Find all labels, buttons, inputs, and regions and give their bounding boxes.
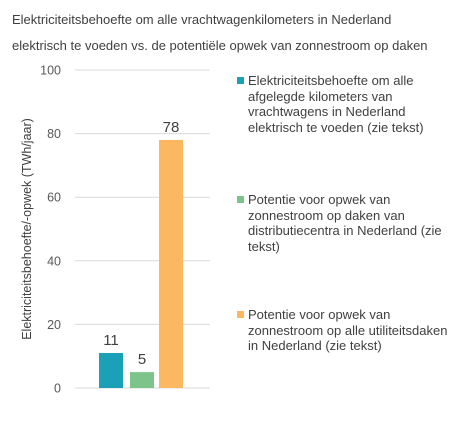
legend-label-distribution-centres: Potentie voor opwek van zonnestroom op d… <box>248 192 442 254</box>
y-tick-label-0: 0 <box>54 382 61 396</box>
y-axis-label: Elektriciteitsbehoefte/-opwek (TWh/jaar) <box>20 118 34 340</box>
bar-3 <box>159 139 183 388</box>
legend-swatch-utility-roofs <box>237 311 244 318</box>
chart-title-line-2: elektrisch te voeden vs. de potentiële o… <box>12 38 428 53</box>
legend-swatch-demand <box>237 77 244 84</box>
legend-swatch-distribution-centres <box>237 196 244 203</box>
chart-title-line-1: Elektriciteitsbehoefte om alle vrachtwag… <box>12 12 392 27</box>
bars <box>99 139 183 388</box>
data-labels: 11 5 78 <box>103 119 179 368</box>
data-label-1: 11 <box>103 332 119 349</box>
gridlines <box>75 69 210 389</box>
y-tick-label-40: 40 <box>47 254 61 268</box>
data-label-3: 78 <box>163 119 180 136</box>
legend-label-utility-roofs: Potentie voor opwek van zonnestroom op a… <box>248 307 448 353</box>
bar-1 <box>99 353 123 388</box>
y-tick-label-60: 60 <box>47 191 61 205</box>
y-tick-label-80: 80 <box>47 127 61 141</box>
y-tick-labels: 0 20 40 60 80 100 <box>40 64 61 396</box>
bar-chart: 0 20 40 60 80 100 11 5 78 Elektriciteitsbehoeft… <box>20 64 210 396</box>
data-label-2: 5 <box>138 351 146 368</box>
y-tick-label-100: 100 <box>40 64 61 78</box>
bar-2 <box>130 372 154 388</box>
y-tick-label-20: 20 <box>47 318 61 332</box>
legend-label-demand: Elektriciteitsbehoefte om alle afgelegde… <box>248 73 424 135</box>
chart-title: Elektriciteitsbehoefte om alle vrachtwag… <box>12 7 428 59</box>
